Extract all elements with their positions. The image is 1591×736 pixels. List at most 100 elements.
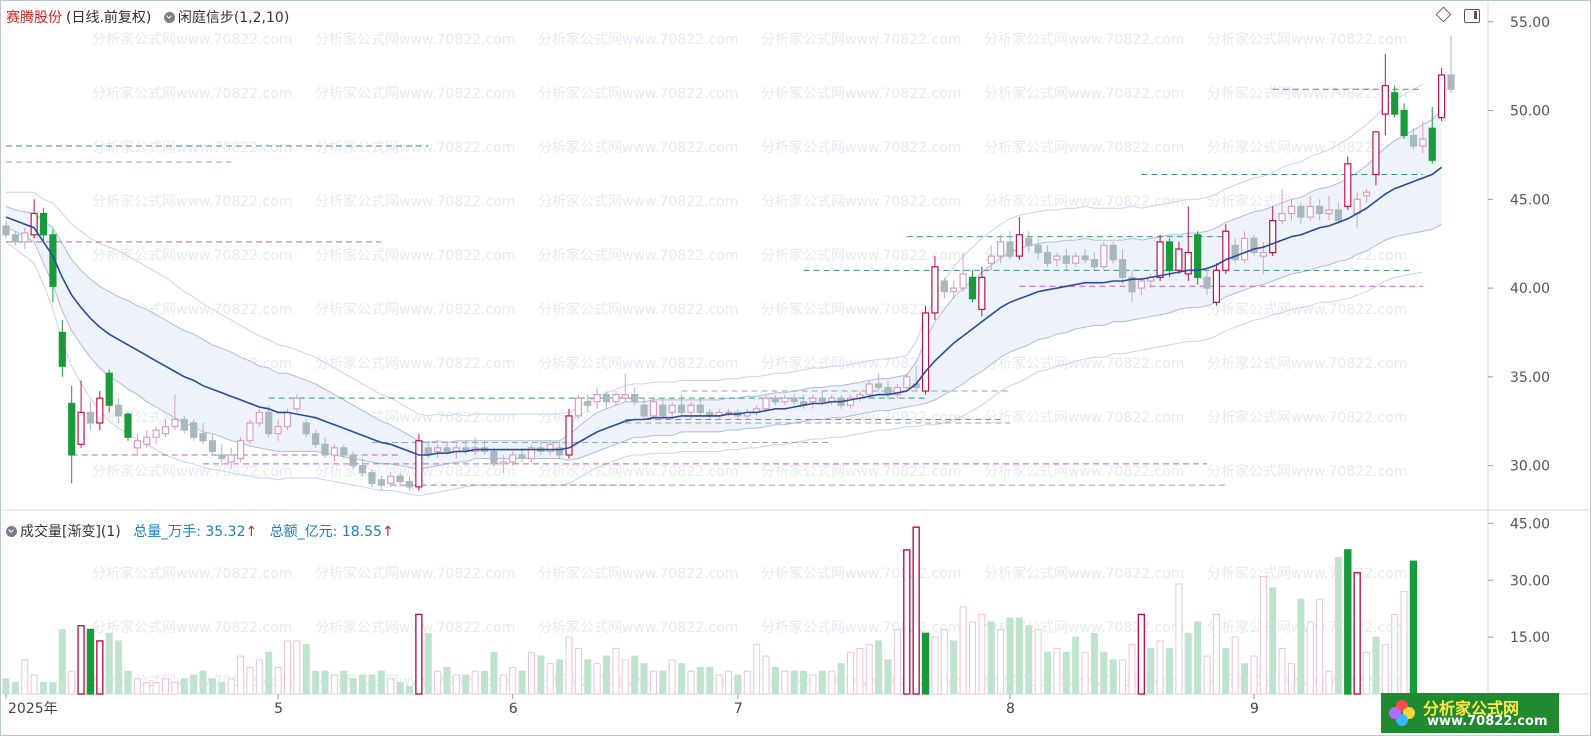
candle-body [659,404,667,417]
watermark-text: 分析家公式网www.70822.com [538,139,738,156]
volume-bar [68,670,76,695]
candle-body [1362,191,1371,197]
volume-bar [1062,651,1070,695]
volume-bar [856,648,864,695]
volume-toggle-icon[interactable] [6,526,17,537]
candle [358,458,367,477]
candle-body [546,443,554,453]
candle-body [1250,237,1258,254]
candle-body [1419,138,1427,147]
candle-body [621,393,629,399]
candle-body [490,450,498,465]
total-amount-label: 总额_亿元: [269,524,338,540]
volume-title[interactable]: 成交量[渐变](1) [20,524,121,540]
candle [1344,156,1352,210]
volume-bar [978,613,986,695]
watermark-text: 分析家公式网www.70822.com [761,85,961,102]
candle [1231,238,1239,264]
candle [246,419,254,445]
candle [77,380,85,448]
candle [668,401,676,420]
volume-bar [1269,587,1277,695]
total-volume-label: 总量_万手: [133,524,201,540]
candle [593,387,601,409]
volume-bar [77,625,85,695]
candle-body [1316,205,1324,215]
candle-body [190,422,198,438]
candle [809,394,817,409]
candle [527,444,536,463]
volume-bar [415,613,423,695]
volume-bar [1316,598,1324,695]
volume-bar [180,678,188,695]
date-tick-label: 9 [1250,701,1259,717]
candle [68,385,76,484]
volume-tick-label: 45.00 [1510,516,1550,532]
candle-body [302,422,310,435]
candle [1334,202,1343,225]
volume-bar [11,682,19,695]
volume-bar [30,674,38,695]
candle-body [1090,259,1099,268]
candle-body [1438,74,1446,119]
indicator-label[interactable]: 闲庭信步(1,2,10) [177,10,290,26]
volume-bar [715,674,723,695]
volume-bar [800,670,808,695]
panel-toggle-icon[interactable] [1464,9,1480,23]
watermark-text: 分析家公式网www.70822.com [538,355,738,372]
candle [190,419,198,441]
volume-bar [940,629,948,695]
candle [649,398,658,420]
candle [1081,249,1089,264]
candle-body [1391,92,1399,115]
watermark-text: 分析家公式网www.70822.com [984,565,1184,582]
volume-bar [1100,651,1108,695]
candle [921,305,930,395]
volume-bar [584,659,592,695]
candle [1250,234,1258,257]
candle-body [1297,205,1305,218]
candle [349,451,357,470]
candle [58,320,66,377]
volume-bar [481,670,489,695]
candle-body [1081,255,1089,261]
volume-bar [152,682,160,695]
candle [790,394,798,406]
candle-body [556,447,564,456]
stock-name[interactable]: 赛腾股份 [6,10,62,26]
watermark-text: 分析家公式网www.70822.com [92,85,292,102]
period-label[interactable]: (日线.前复权) [66,10,152,26]
volume-bar [21,659,29,695]
watermark-text: 分析家公式网www.70822.com [538,619,738,636]
volume-bar [1006,617,1014,695]
candle [1325,195,1333,221]
volume-bar [565,636,573,695]
volume-bar [1372,636,1380,695]
price-tick-label: 50.00 [1510,104,1550,120]
volume-bar [302,644,310,695]
indicator-toggle-icon[interactable] [163,12,175,23]
volume-bar [208,678,216,695]
candle-body [1269,220,1277,254]
outer-upper-band-line [6,83,1424,417]
volume-bar [1044,651,1052,695]
candle [124,412,132,441]
volume-bar [1137,613,1146,695]
candle [1184,206,1192,281]
volume-bar [546,663,554,695]
volume-bar [171,682,179,695]
volume-bar [912,526,920,695]
watermark-text: 分析家公式网www.70822.com [92,463,292,480]
candle [978,266,986,317]
candle [312,430,320,448]
site-logo[interactable]: 分析家公式网 www.70822.com [1381,693,1559,733]
candle [405,476,414,491]
watermark-text: 分析家公式网www.70822.com [538,463,738,480]
volume-bar [124,670,132,695]
candle-body [1447,74,1455,90]
watermark-text: 分析家公式网www.70822.com [984,139,1184,156]
candle-body [1128,276,1136,293]
volume-bar [1212,613,1220,695]
volume-bar [40,682,48,695]
candle [321,437,329,459]
